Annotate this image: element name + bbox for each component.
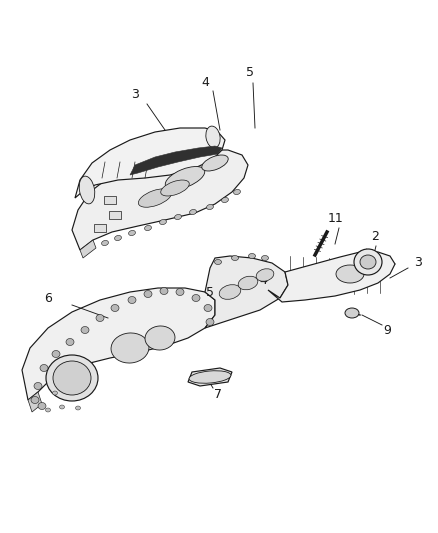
- Ellipse shape: [53, 361, 91, 395]
- Ellipse shape: [96, 314, 104, 321]
- Ellipse shape: [138, 189, 172, 207]
- Ellipse shape: [206, 319, 214, 326]
- Ellipse shape: [206, 126, 220, 148]
- Ellipse shape: [145, 225, 152, 231]
- Ellipse shape: [38, 402, 46, 409]
- Text: 5: 5: [246, 66, 254, 78]
- Text: 4: 4: [201, 76, 209, 88]
- Ellipse shape: [207, 205, 213, 209]
- Ellipse shape: [40, 365, 48, 372]
- Ellipse shape: [202, 155, 228, 171]
- Polygon shape: [75, 128, 225, 198]
- Text: 7: 7: [214, 389, 222, 401]
- Ellipse shape: [232, 255, 239, 261]
- Bar: [94, 224, 106, 232]
- Ellipse shape: [176, 288, 184, 295]
- Ellipse shape: [66, 338, 74, 345]
- Ellipse shape: [102, 240, 109, 246]
- Polygon shape: [268, 252, 395, 302]
- Polygon shape: [205, 256, 288, 328]
- Ellipse shape: [256, 269, 274, 281]
- Ellipse shape: [204, 304, 212, 311]
- Ellipse shape: [165, 166, 205, 189]
- Ellipse shape: [111, 333, 149, 363]
- Text: 5: 5: [206, 286, 214, 298]
- Ellipse shape: [360, 255, 376, 269]
- Ellipse shape: [145, 326, 175, 350]
- Ellipse shape: [79, 176, 95, 204]
- Ellipse shape: [175, 214, 181, 220]
- Polygon shape: [188, 368, 232, 386]
- Ellipse shape: [345, 308, 359, 318]
- Text: 2: 2: [371, 230, 379, 243]
- Text: 3: 3: [414, 255, 422, 269]
- Ellipse shape: [115, 236, 121, 240]
- Ellipse shape: [53, 391, 57, 395]
- Ellipse shape: [81, 327, 89, 334]
- Ellipse shape: [46, 355, 98, 401]
- Ellipse shape: [161, 180, 189, 196]
- Bar: [104, 196, 116, 204]
- Ellipse shape: [189, 371, 231, 383]
- Ellipse shape: [190, 209, 196, 215]
- Ellipse shape: [34, 383, 42, 390]
- Polygon shape: [80, 240, 96, 258]
- Ellipse shape: [160, 287, 168, 295]
- Polygon shape: [130, 146, 222, 175]
- Ellipse shape: [261, 255, 268, 261]
- Ellipse shape: [111, 304, 119, 311]
- Text: 6: 6: [44, 292, 52, 304]
- Ellipse shape: [222, 197, 229, 203]
- Ellipse shape: [159, 220, 166, 224]
- Ellipse shape: [219, 285, 241, 300]
- Ellipse shape: [336, 265, 364, 283]
- Bar: [109, 211, 121, 219]
- Ellipse shape: [354, 249, 382, 275]
- Polygon shape: [28, 392, 42, 412]
- Polygon shape: [22, 288, 215, 400]
- Text: 4: 4: [259, 273, 267, 287]
- Ellipse shape: [46, 408, 50, 412]
- Ellipse shape: [60, 405, 64, 409]
- Text: 3: 3: [131, 88, 139, 101]
- Text: 11: 11: [328, 212, 344, 224]
- Ellipse shape: [144, 290, 152, 297]
- Ellipse shape: [233, 189, 240, 195]
- Polygon shape: [72, 150, 248, 250]
- Ellipse shape: [52, 351, 60, 358]
- Ellipse shape: [129, 230, 135, 236]
- Ellipse shape: [128, 296, 136, 303]
- Ellipse shape: [31, 397, 39, 403]
- Ellipse shape: [75, 406, 81, 410]
- Ellipse shape: [215, 260, 222, 264]
- Ellipse shape: [238, 276, 258, 290]
- Ellipse shape: [248, 254, 255, 259]
- Text: 9: 9: [383, 324, 391, 336]
- Ellipse shape: [192, 295, 200, 302]
